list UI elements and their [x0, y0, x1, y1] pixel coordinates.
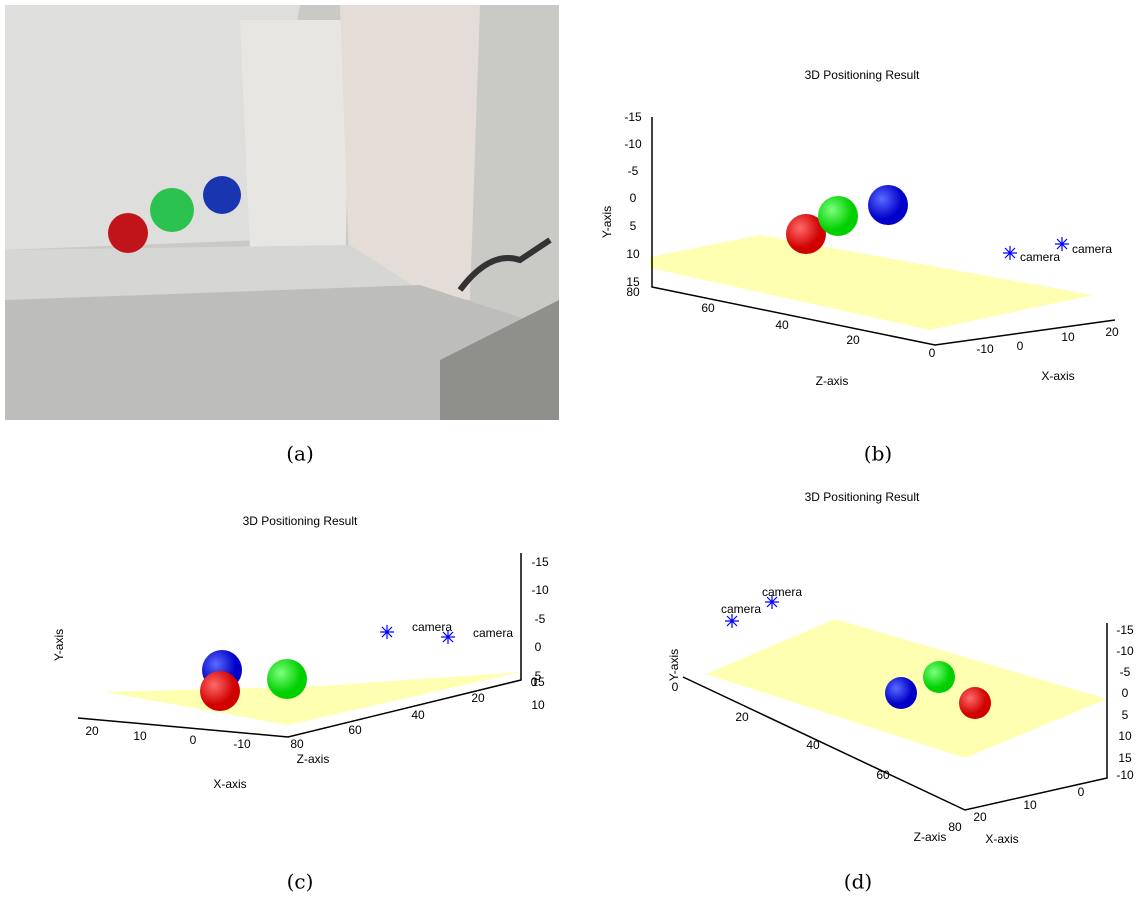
y-tick-label: 10 — [1118, 729, 1132, 743]
caption: (a) — [286, 442, 314, 466]
z-axis-label: Z-axis — [816, 374, 849, 388]
x-tick-label: 10 — [133, 729, 147, 743]
x-axis-label: X-axis — [213, 777, 246, 791]
camera-marker — [441, 630, 455, 644]
plot-c — [77, 553, 522, 738]
z-tick-label: 60 — [701, 301, 715, 315]
x-tick-label: 0 — [1017, 339, 1024, 353]
z-tick-label: 80 — [290, 737, 304, 751]
x-tick-label: -10 — [976, 342, 994, 356]
x-tick-label: 0 — [190, 733, 197, 747]
x-tick-label: 20 — [85, 724, 99, 738]
z-tick-label: 20 — [846, 333, 860, 347]
y-axis-label: Y-axis — [667, 649, 681, 681]
photo — [5, 5, 559, 420]
x-axis-label: X-axis — [985, 832, 1018, 846]
y-tick-label: -5 — [1120, 665, 1131, 679]
camera-label: camera — [473, 626, 513, 640]
plot-title: 3D Positioning Result — [243, 514, 358, 528]
x-tick-label: -10 — [1116, 768, 1134, 782]
camera-marker — [1003, 246, 1017, 260]
x-tick-label: 20 — [973, 810, 987, 824]
x-axis-label: X-axis — [1041, 369, 1074, 383]
z-axis-label: Z-axis — [297, 752, 330, 766]
y-axis-label: Y-axis — [52, 629, 66, 661]
y-tick-label: 15 — [531, 675, 545, 689]
y-tick-label: 5 — [630, 219, 637, 233]
camera-marker — [765, 595, 779, 609]
y-tick-label: -5 — [535, 612, 546, 626]
camera-label: camera — [721, 602, 761, 616]
z-tick-label: 20 — [471, 691, 485, 705]
z-tick-label: 40 — [806, 738, 820, 752]
y-tick-label: 5 — [535, 669, 542, 683]
x-tick-label: 10 — [1061, 330, 1075, 344]
z-tick-label: 0 — [531, 675, 538, 689]
z-tick-label: 0 — [672, 680, 679, 694]
x-tick-label: 10 — [1023, 798, 1037, 812]
z-tick-label: 20 — [735, 710, 749, 724]
camera-marker — [380, 625, 394, 639]
y-tick-label: -10 — [624, 137, 642, 151]
y-tick-label: -15 — [531, 555, 549, 569]
y-tick-label: 0 — [535, 640, 542, 654]
camera-label: camera — [762, 585, 802, 599]
z-tick-label: 80 — [948, 820, 962, 834]
y-tick-label: 0 — [1122, 686, 1129, 700]
z-axis-label: Z-axis — [914, 830, 947, 844]
camera-marker — [725, 614, 739, 628]
z-tick-label: 0 — [929, 346, 936, 360]
y-tick-label: 10 — [626, 247, 640, 261]
z-tick-label: 40 — [411, 708, 425, 722]
camera-marker — [1055, 237, 1069, 251]
camera-label: camera — [1072, 242, 1112, 256]
y-tick-label: 5 — [1122, 708, 1129, 722]
plot-title: 3D Positioning Result — [805, 68, 920, 82]
caption: (b) — [864, 442, 892, 466]
y-tick-label: -15 — [1116, 623, 1134, 637]
z-tick-label: 60 — [876, 768, 890, 782]
x-tick-label: 20 — [1105, 325, 1119, 339]
plot-d — [682, 619, 1108, 811]
y-tick-label: -10 — [1116, 644, 1134, 658]
x-tick-label: 0 — [1078, 785, 1085, 799]
camera-label: camera — [412, 620, 452, 634]
caption: (c) — [287, 870, 314, 894]
y-tick-label: 15 — [1118, 751, 1132, 765]
camera-label: camera — [1020, 250, 1060, 264]
y-tick-label: 0 — [630, 191, 637, 205]
y-axis-label: Y-axis — [600, 206, 614, 238]
caption: (d) — [844, 870, 872, 894]
y-tick-label: -10 — [531, 583, 549, 597]
z-tick-label: 40 — [775, 318, 789, 332]
y-tick-label: 15 — [626, 275, 640, 289]
y-tick-label: -15 — [624, 110, 642, 124]
plot-b — [650, 117, 1116, 346]
z-tick-label: 60 — [348, 723, 362, 737]
y-tick-label: 10 — [531, 698, 545, 712]
x-tick-label: -10 — [233, 737, 251, 751]
plot-title: 3D Positioning Result — [805, 490, 920, 504]
y-tick-label: -5 — [628, 164, 639, 178]
z-tick-label: 80 — [626, 285, 640, 299]
